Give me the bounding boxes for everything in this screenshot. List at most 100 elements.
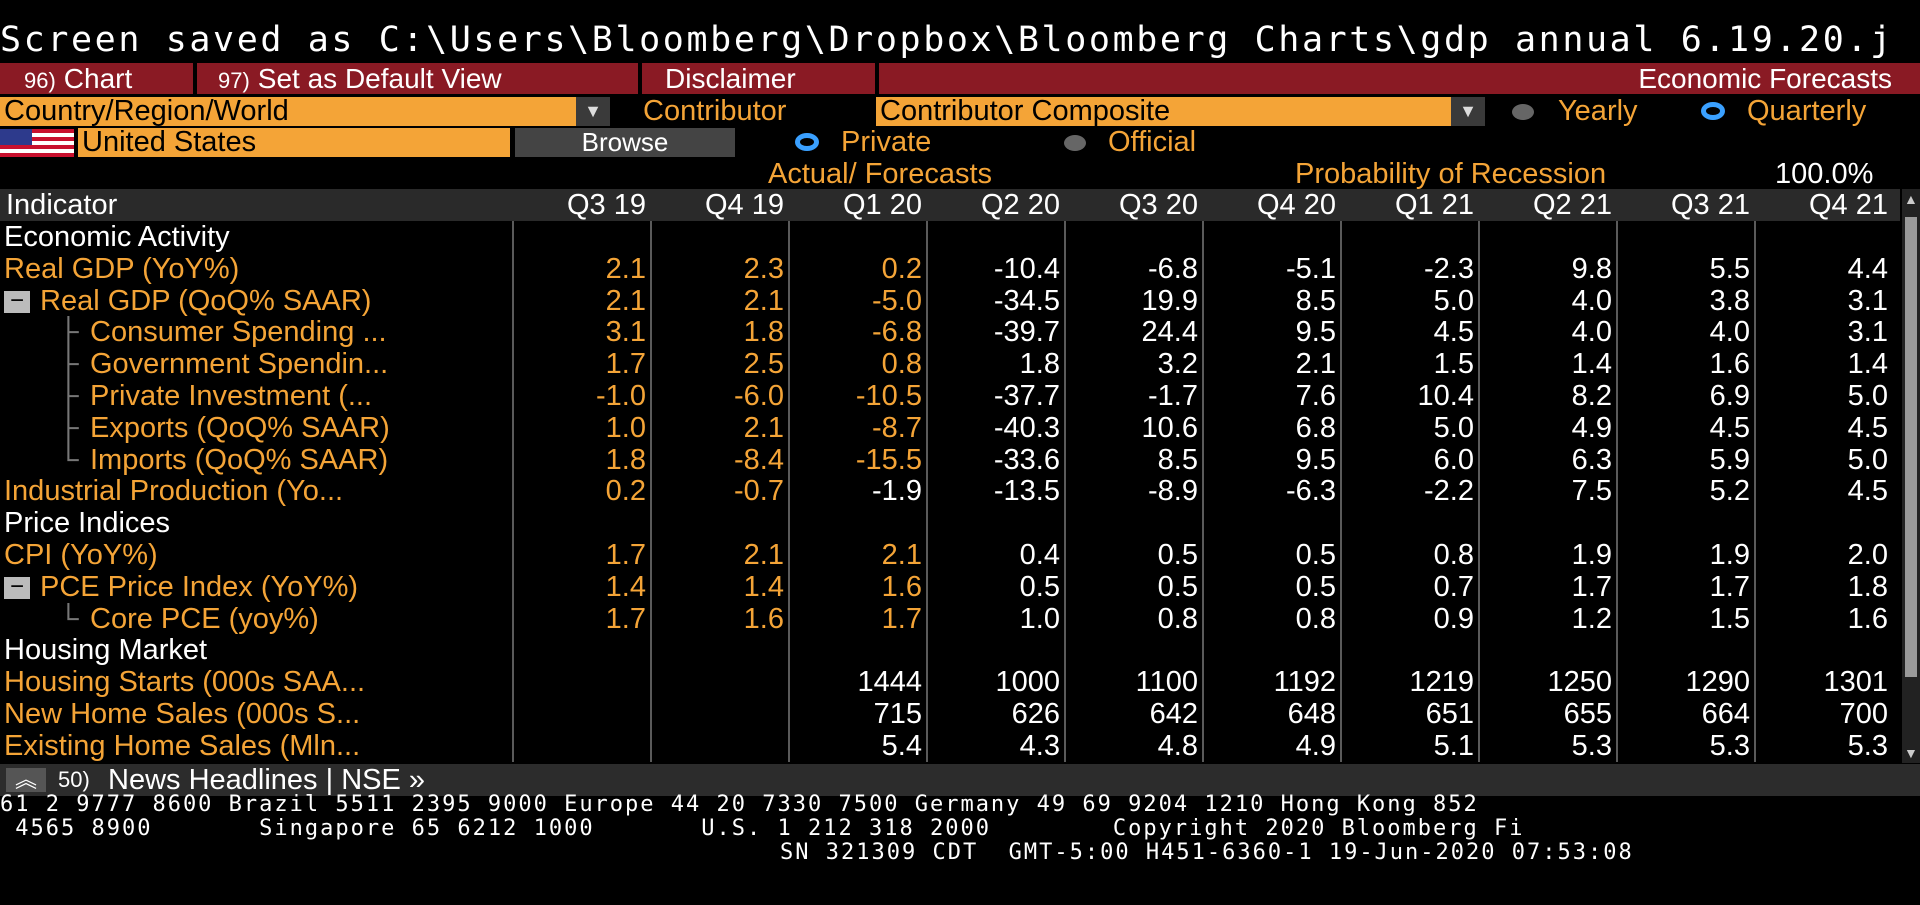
value-cell: 1290 (1685, 666, 1750, 699)
section-title: Economic Activity (4, 221, 230, 253)
table-row[interactable]: Housing Starts (000s SAA... 1444 1000 1100 1… (0, 666, 1900, 698)
tree-connector-icon: ├ (58, 348, 79, 381)
quarterly-radio[interactable] (1701, 102, 1725, 120)
value-cell: 0.7 (1433, 570, 1474, 603)
column-header[interactable]: Q3 19 (567, 189, 646, 221)
value-cell: 1.7 (605, 602, 646, 635)
yearly-radio[interactable] (1512, 104, 1534, 120)
value-cell: 0.8 (1295, 602, 1336, 635)
indicator-name: Government Spendin... (90, 348, 389, 381)
table-row[interactable]: − PCE Price Index (YoY%) 1.4 1.4 1.6 0.5 0.5 0.… (0, 571, 1900, 603)
indicator-name: Private Investment (... (90, 380, 373, 412)
indicator-name: Real GDP (YoY%) (4, 252, 240, 285)
chart-button-label: Chart (63, 63, 133, 94)
column-divider (512, 221, 514, 762)
value-cell: 1.8 (743, 316, 784, 349)
official-radio[interactable] (1064, 135, 1086, 151)
table-row[interactable]: ├ Private Investment (... -1.0 -6.0 -10.5 -37… (0, 380, 1900, 412)
country-field[interactable]: United States (78, 128, 510, 157)
indicator-header[interactable]: Indicator (6, 189, 118, 221)
table-row[interactable]: └ Core PCE (yoy%) 1.7 1.6 1.7 1.0 0.8 0.8 0.9 1.2… (0, 603, 1900, 635)
column-divider (1754, 221, 1756, 762)
column-header[interactable]: Q2 20 (981, 189, 1060, 221)
column-header[interactable]: Q3 20 (1119, 189, 1198, 221)
forecast-table: Economic Activity Real GDP (YoY%) 2.1 2.3 0.… (0, 221, 1900, 762)
scroll-down-icon[interactable]: ▼ (1904, 745, 1918, 761)
value-cell: 5.5 (1709, 252, 1750, 285)
region-dropdown-icon[interactable]: ▼ (576, 97, 610, 126)
expand-chevron-icon[interactable]: ︽ (6, 768, 46, 792)
value-cell: 1000 (995, 666, 1060, 699)
column-divider (926, 221, 928, 762)
function-toolbar: 96) Chart 97) Set as Default View Disclaim… (0, 63, 1920, 94)
value-cell: 1100 (1135, 666, 1198, 699)
table-row[interactable]: Existing Home Sales (Mln... 5.4 4.3 4.8 4.9 5… (0, 730, 1900, 762)
region-field[interactable]: Country/Region/World (0, 97, 576, 126)
column-header[interactable]: Q4 21 (1809, 189, 1888, 221)
value-cell: 626 (1011, 698, 1060, 730)
value-cell: 1.6 (1709, 348, 1750, 381)
collapse-icon[interactable]: − (4, 288, 30, 313)
table-row[interactable]: ├ Consumer Spending ... 3.1 1.8 -6.8 -39.7 24.… (0, 316, 1900, 348)
recession-probability-label: Probability of Recession (1295, 158, 1607, 190)
scroll-up-icon[interactable]: ▲ (1904, 191, 1918, 207)
value-cell: 1.4 (1847, 348, 1888, 381)
contributor-dropdown-icon[interactable]: ▼ (1451, 97, 1485, 126)
indicator-name: Imports (QoQ% SAAR) (90, 443, 389, 476)
table-scrollbar[interactable]: ▲ ▼ (1902, 189, 1920, 763)
disclaimer-button[interactable]: Disclaimer (665, 63, 796, 94)
value-cell: 1.7 (605, 539, 646, 571)
table-row[interactable]: − Real GDP (QoQ% SAAR) 2.1 2.1 -5.0 -34.5 19.9… (0, 285, 1900, 317)
value-cell: -37.7 (993, 380, 1060, 412)
table-row[interactable]: ├ Exports (QoQ% SAAR) 1.0 2.1 -8.7 -40.3 10.6 6… (0, 412, 1900, 444)
collapse-icon[interactable]: − (4, 575, 30, 600)
private-radio[interactable] (795, 133, 819, 151)
table-row[interactable]: ├ Government Spendin... 1.7 2.5 0.8 1.8 3.2 2.1… (0, 348, 1900, 380)
browse-button[interactable]: Browse (515, 128, 735, 157)
column-header[interactable]: Q1 21 (1395, 189, 1474, 221)
news-headlines-bar[interactable]: ︽ 50) News Headlines | NSE » (0, 764, 1920, 796)
indicator-name: Core PCE (yoy%) (90, 602, 319, 635)
value-cell: 4.9 (1295, 729, 1336, 762)
section-title: Housing Market (4, 634, 208, 667)
value-cell: 6.0 (1433, 443, 1474, 476)
value-cell: 7.6 (1295, 380, 1336, 412)
screen-title: Economic Forecasts (1638, 63, 1892, 94)
table-row[interactable]: Industrial Production (Yo... 0.2 -0.7 -1.9 -… (0, 475, 1900, 507)
value-cell: 700 (1839, 698, 1888, 730)
column-header[interactable]: Q4 20 (1257, 189, 1336, 221)
column-header[interactable]: Q1 20 (843, 189, 922, 221)
value-cell: 1.9 (1571, 539, 1612, 571)
value-cell: 0.8 (881, 348, 922, 381)
table-row[interactable]: Real GDP (YoY%) 2.1 2.3 0.2 -10.4 -6.8 -5.1 -2.… (0, 253, 1900, 285)
scroll-thumb[interactable] (1905, 217, 1917, 677)
table-row[interactable]: New Home Sales (000s S... 715 626 642 648 651… (0, 698, 1900, 730)
actual-forecasts-label: Actual/ Forecasts (768, 158, 993, 190)
value-cell: 2.3 (743, 252, 784, 285)
value-cell: 2.1 (605, 252, 646, 285)
value-cell: -6.8 (872, 316, 922, 349)
value-cell: 1444 (857, 666, 922, 699)
column-header[interactable]: Q4 19 (705, 189, 784, 221)
value-cell: 1301 (1823, 666, 1888, 699)
value-cell: 4.5 (1847, 411, 1888, 444)
column-divider (1064, 221, 1066, 762)
value-cell: 3.1 (605, 316, 646, 349)
value-cell: 0.5 (1157, 570, 1198, 603)
value-cell: 8.2 (1571, 380, 1612, 412)
table-row[interactable]: └ Imports (QoQ% SAAR) 1.8 -8.4 -15.5 -33.6 8.5… (0, 444, 1900, 476)
column-header[interactable]: Q3 21 (1671, 189, 1750, 221)
value-cell: 2.1 (743, 284, 784, 317)
contributor-field[interactable]: Contributor Composite (876, 97, 1451, 126)
value-cell: -2.3 (1424, 252, 1474, 285)
value-cell: 19.9 (1141, 284, 1198, 317)
value-cell: 5.3 (1709, 729, 1750, 762)
column-header[interactable]: Q2 21 (1533, 189, 1612, 221)
chart-button[interactable]: 96) Chart (24, 63, 132, 94)
set-default-view-button[interactable]: 97) Set as Default View (218, 63, 502, 94)
table-row[interactable]: CPI (YoY%) 1.7 2.1 2.1 0.4 0.5 0.5 0.8 1.9 1.9 2.0 (0, 539, 1900, 571)
default-button-number: 97) (218, 68, 250, 93)
value-cell: 1.7 (881, 602, 922, 635)
value-cell: 4.0 (1571, 284, 1612, 317)
value-cell: 715 (873, 698, 922, 730)
